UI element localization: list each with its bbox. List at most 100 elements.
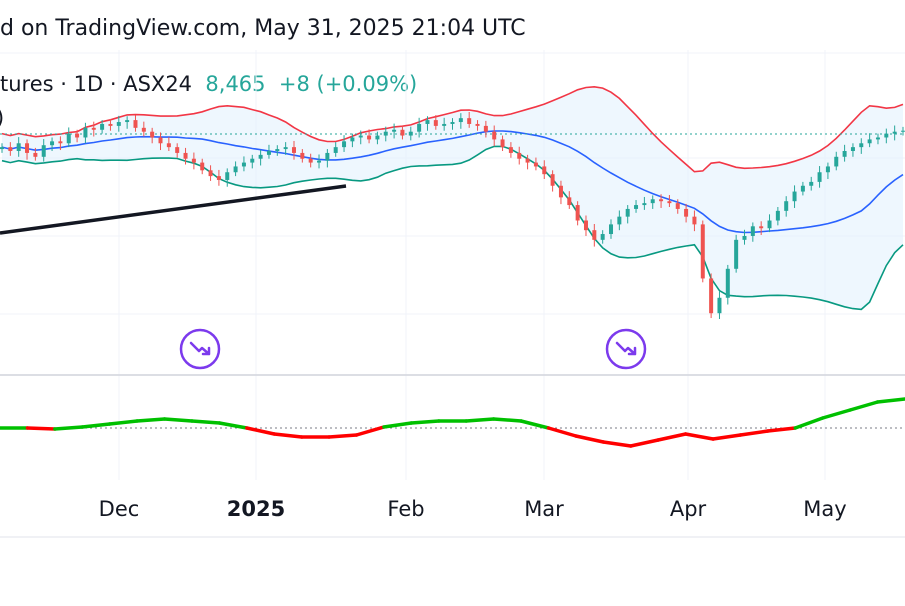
candle (325, 152, 330, 161)
candle (775, 210, 780, 221)
x-tick-label: May (803, 497, 847, 521)
oscillator-segment (848, 400, 880, 412)
candle (483, 125, 488, 132)
interval-label[interactable]: 1D (73, 72, 104, 96)
candle (200, 162, 205, 171)
earnings-arrow-icon (615, 341, 637, 356)
candle (58, 141, 63, 144)
candle (717, 297, 722, 314)
oscillator-segment (190, 419, 222, 425)
oscillator-segment (409, 419, 441, 425)
candle (350, 137, 355, 142)
candle (667, 201, 672, 204)
candle (216, 176, 221, 180)
separator: · (60, 72, 67, 96)
candle (183, 152, 188, 159)
candle (250, 158, 255, 163)
oscillator-segment (601, 440, 633, 448)
oscillator-segment (245, 426, 276, 436)
candle (358, 135, 363, 138)
x-tick-label: Apr (669, 497, 707, 521)
candle (342, 141, 347, 148)
candle (692, 216, 697, 225)
candle (859, 143, 864, 148)
oscillator-segment (656, 432, 688, 442)
candle (108, 123, 113, 126)
price-change: +8 (+0.09%) (278, 72, 418, 96)
oscillator-segment (80, 422, 112, 429)
candle (625, 208, 630, 217)
oscillator-segment (25, 426, 57, 431)
candle (16, 143, 21, 151)
candle (817, 172, 822, 182)
candle (800, 185, 805, 192)
oscillator-segment (711, 433, 743, 441)
oscillator-segment (875, 397, 905, 404)
candle (684, 208, 689, 217)
oscillator-segment (766, 426, 798, 433)
candle (617, 216, 622, 225)
candle (300, 152, 305, 159)
candle (542, 166, 547, 175)
candle (508, 147, 513, 153)
candle (275, 149, 280, 151)
candle (66, 133, 71, 144)
indicator-label: ) (0, 106, 4, 130)
candle (75, 133, 80, 138)
candle (700, 224, 705, 279)
candle (834, 156, 839, 167)
oscillator-segment (683, 432, 715, 441)
candle (592, 230, 597, 240)
trendline (0, 184, 347, 235)
earnings-arrow-icon (189, 341, 211, 356)
candle (892, 131, 897, 134)
candle (675, 203, 680, 209)
oscillator-segment (793, 416, 825, 430)
oscillator-segment (464, 417, 496, 423)
oscillator-segment (354, 425, 386, 437)
candle (333, 147, 338, 153)
candle (8, 147, 13, 151)
candle (425, 120, 430, 124)
candle (225, 172, 230, 180)
candle (367, 135, 372, 140)
candle (567, 197, 572, 206)
oscillator-segment (135, 417, 167, 423)
candle (133, 120, 138, 128)
symbol-name: tures (0, 72, 54, 96)
candle (500, 139, 505, 148)
candle (634, 205, 639, 209)
candle (642, 203, 647, 206)
candle (433, 120, 438, 126)
candle (208, 170, 213, 177)
candle (308, 158, 313, 163)
candle (283, 147, 288, 150)
candle (392, 129, 397, 132)
candle (609, 224, 614, 235)
candle (467, 118, 472, 124)
candle (792, 191, 797, 202)
candle (91, 127, 96, 130)
candle (166, 143, 171, 148)
x-tick-label: Feb (387, 497, 425, 521)
candle (875, 137, 880, 140)
candle (750, 226, 755, 236)
oscillator-segment (53, 425, 85, 431)
candle (150, 131, 155, 138)
candle (0, 147, 4, 150)
candle (317, 160, 322, 163)
candle (266, 151, 271, 155)
oscillator-segment (327, 433, 359, 439)
candle (50, 141, 55, 146)
symbol-info: tures · 1D · ASX24 8,465 +8 (+0.09%) (0, 72, 417, 96)
oscillator-segment (820, 408, 852, 420)
candle (100, 123, 105, 130)
candle (191, 158, 196, 163)
candle (575, 205, 580, 221)
candle (375, 135, 380, 140)
oscillator-segment (546, 426, 578, 438)
candle (884, 133, 889, 138)
candle (583, 220, 588, 231)
candle (558, 185, 563, 198)
